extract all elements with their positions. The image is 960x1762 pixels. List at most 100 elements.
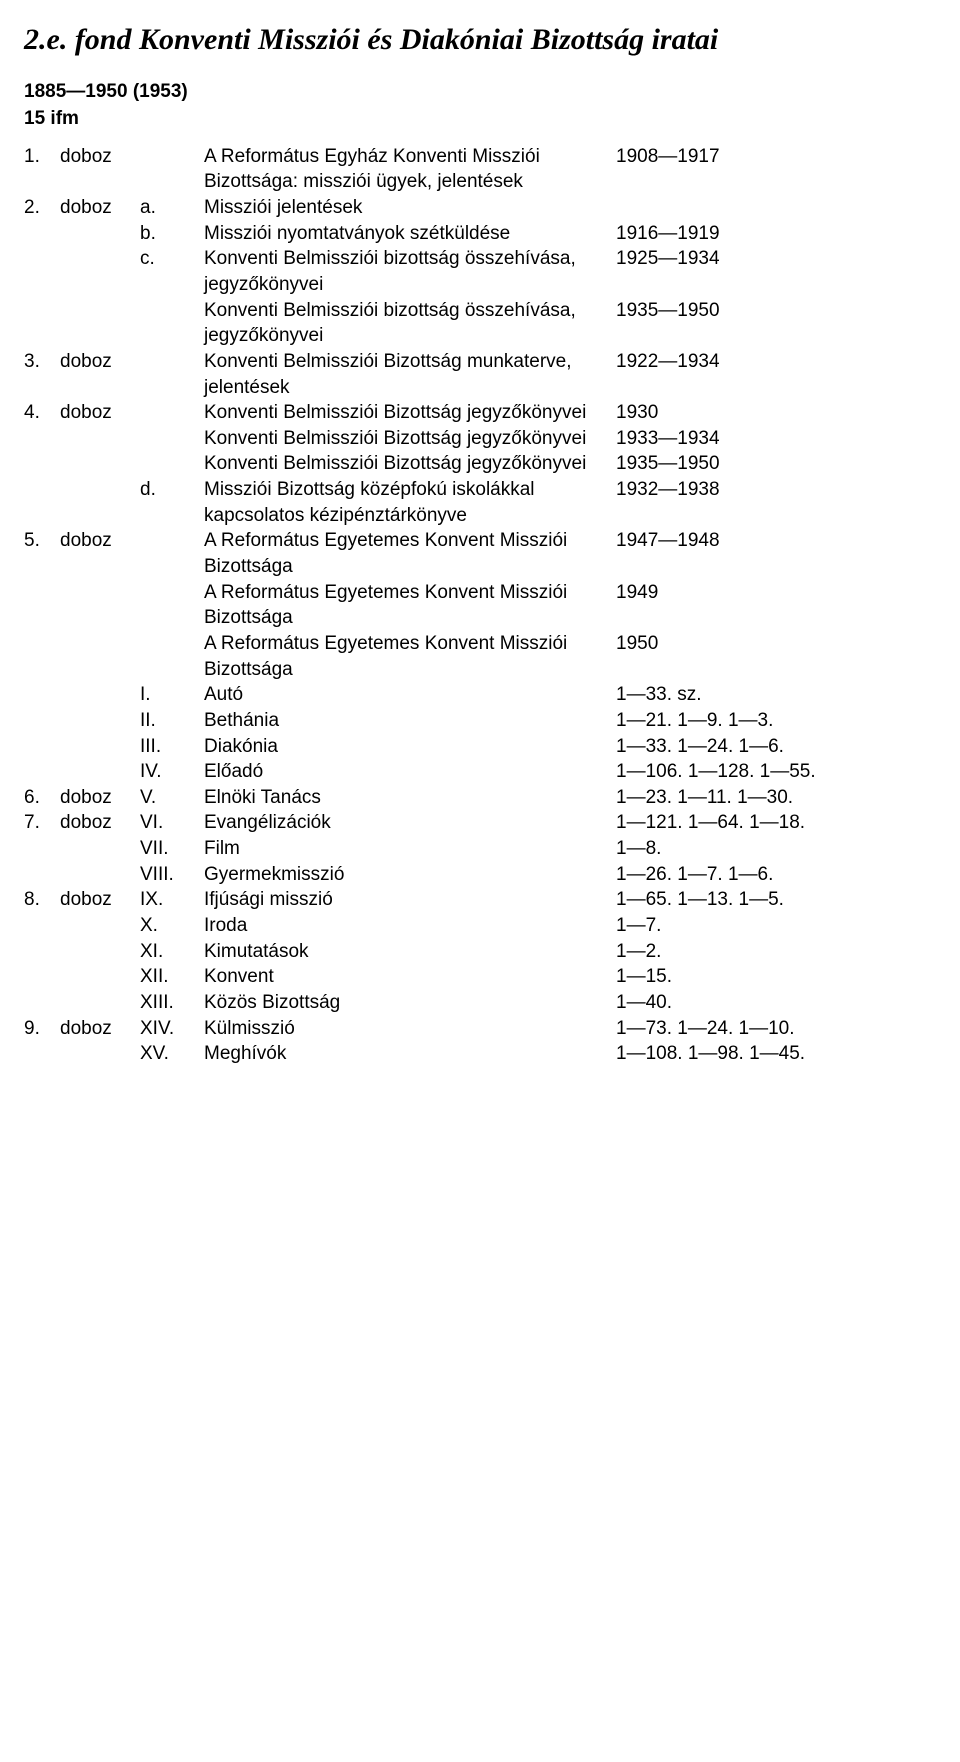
row-value: 1922—1934 bbox=[616, 349, 936, 375]
list-row: 5.dobozA Református Egyetemes Konvent Mi… bbox=[24, 528, 936, 579]
list-row: I.Autó1—33. sz. bbox=[24, 682, 936, 708]
row-description: Evangélizációk bbox=[204, 810, 616, 836]
row-sub: XIV. bbox=[140, 1016, 204, 1042]
row-value: 1—40. bbox=[616, 990, 936, 1016]
row-description: A Református Egyház Konventi Missziói Bi… bbox=[204, 144, 616, 195]
row-value: 1908—1917 bbox=[616, 144, 936, 170]
row-description: Külmisszió bbox=[204, 1016, 616, 1042]
row-value: 1932—1938 bbox=[616, 477, 936, 503]
row-sub: VII. bbox=[140, 836, 204, 862]
row-number: 3. bbox=[24, 349, 60, 375]
row-sub: XV. bbox=[140, 1041, 204, 1067]
row-value: 1—23. 1—11. 1—30. bbox=[616, 785, 936, 811]
list-row: 6.dobozV.Elnöki Tanács1—23. 1—11. 1—30. bbox=[24, 785, 936, 811]
row-unit: doboz bbox=[60, 785, 140, 811]
row-description: A Református Egyetemes Konvent Missziói … bbox=[204, 580, 616, 631]
row-description: Bethánia bbox=[204, 708, 616, 734]
row-sub: XII. bbox=[140, 964, 204, 990]
row-description: A Református Egyetemes Konvent Missziói … bbox=[204, 631, 616, 682]
row-sub: a. bbox=[140, 195, 204, 221]
row-value: 1—15. bbox=[616, 964, 936, 990]
row-number: 6. bbox=[24, 785, 60, 811]
row-number: 8. bbox=[24, 887, 60, 913]
row-description: Autó bbox=[204, 682, 616, 708]
row-sub: X. bbox=[140, 913, 204, 939]
list-row: A Református Egyetemes Konvent Missziói … bbox=[24, 631, 936, 682]
row-unit: doboz bbox=[60, 144, 140, 170]
row-description: Konventi Belmissziói Bizottság munkaterv… bbox=[204, 349, 616, 400]
row-description: Konventi Belmissziói Bizottság jegyzőkön… bbox=[204, 400, 616, 426]
page-title: 2.e. fond Konventi Missziói és Diakóniai… bbox=[24, 20, 936, 61]
row-value: 1—33. 1—24. 1—6. bbox=[616, 734, 936, 760]
list-row: d.Missziói Bizottság középfokú iskolákka… bbox=[24, 477, 936, 528]
row-unit: doboz bbox=[60, 887, 140, 913]
list-row: c.Konventi Belmissziói bizottság összehí… bbox=[24, 246, 936, 297]
list-row: 1.doboz A Református Egyház Konventi Miss… bbox=[24, 144, 936, 195]
row-value: 1916—1919 bbox=[616, 221, 936, 247]
list-row: Konventi Belmissziói Bizottság jegyzőkön… bbox=[24, 451, 936, 477]
row-description: Missziói nyomtatványok szétküldése bbox=[204, 221, 616, 247]
row-description: Konventi Belmissziói bizottság összehívá… bbox=[204, 246, 616, 297]
list-row: II.Bethánia1—21. 1—9. 1—3. bbox=[24, 708, 936, 734]
row-sub: III. bbox=[140, 734, 204, 760]
row-sub: c. bbox=[140, 246, 204, 272]
list-row: 3.dobozKonventi Belmissziói Bizottság mu… bbox=[24, 349, 936, 400]
row-value: 1—73. 1—24. 1—10. bbox=[616, 1016, 936, 1042]
row-sub: d. bbox=[140, 477, 204, 503]
list-row: 8.dobozIX.Ifjúsági misszió1—65. 1—13. 1—… bbox=[24, 887, 936, 913]
list-row: 2.doboza.Missziói jelentések bbox=[24, 195, 936, 221]
row-description: Film bbox=[204, 836, 616, 862]
row-sub: XIII. bbox=[140, 990, 204, 1016]
row-description: Közös Bizottság bbox=[204, 990, 616, 1016]
row-description: Konventi Belmissziói bizottság összehívá… bbox=[204, 298, 616, 349]
row-description: Meghívók bbox=[204, 1041, 616, 1067]
row-description: Kimutatások bbox=[204, 939, 616, 965]
row-value: 1949 bbox=[616, 580, 936, 606]
row-value: 1—26. 1—7. 1—6. bbox=[616, 862, 936, 888]
row-number: 7. bbox=[24, 810, 60, 836]
row-value: 1935—1950 bbox=[616, 451, 936, 477]
row-value: 1930 bbox=[616, 400, 936, 426]
row-description: Elnöki Tanács bbox=[204, 785, 616, 811]
row-unit: doboz bbox=[60, 195, 140, 221]
list-row: Konventi Belmissziói Bizottság jegyzőkön… bbox=[24, 426, 936, 452]
row-number: 2. bbox=[24, 195, 60, 221]
row-sub: IV. bbox=[140, 759, 204, 785]
row-description: Diakónia bbox=[204, 734, 616, 760]
list-row: Konventi Belmissziói bizottság összehívá… bbox=[24, 298, 936, 349]
row-sub: V. bbox=[140, 785, 204, 811]
row-sub: VIII. bbox=[140, 862, 204, 888]
extent: 15 ifm bbox=[24, 106, 936, 132]
list-row: VII.Film1—8. bbox=[24, 836, 936, 862]
row-value: 1—65. 1—13. 1—5. bbox=[616, 887, 936, 913]
row-value: 1935—1950 bbox=[616, 298, 936, 324]
row-number: 1. bbox=[24, 144, 60, 170]
row-unit: doboz bbox=[60, 528, 140, 554]
row-value: 1—33. sz. bbox=[616, 682, 936, 708]
list-row: XI.Kimutatások1—2. bbox=[24, 939, 936, 965]
row-number: 9. bbox=[24, 1016, 60, 1042]
list-row: XV.Meghívók1—108. 1—98. 1—45. bbox=[24, 1041, 936, 1067]
row-value: 1—21. 1—9. 1—3. bbox=[616, 708, 936, 734]
row-description: Konvent bbox=[204, 964, 616, 990]
date-range: 1885—1950 (1953) bbox=[24, 79, 936, 105]
list-row: IV.Előadó1—106. 1—128. 1—55. bbox=[24, 759, 936, 785]
row-unit: doboz bbox=[60, 810, 140, 836]
row-description: Előadó bbox=[204, 759, 616, 785]
row-description: Missziói jelentések bbox=[204, 195, 616, 221]
row-sub: XI. bbox=[140, 939, 204, 965]
row-sub: II. bbox=[140, 708, 204, 734]
row-description: Missziói Bizottság középfokú iskolákkal … bbox=[204, 477, 616, 528]
list-row: 7.dobozVI.Evangélizációk1—121. 1—64. 1—1… bbox=[24, 810, 936, 836]
row-value: 1—108. 1—98. 1—45. bbox=[616, 1041, 936, 1067]
row-value: 1—106. 1—128. 1—55. bbox=[616, 759, 936, 785]
row-description: Konventi Belmissziói Bizottság jegyzőkön… bbox=[204, 451, 616, 477]
row-sub: IX. bbox=[140, 887, 204, 913]
row-sub: I. bbox=[140, 682, 204, 708]
archive-listing: 1.dobozA Református Egyház Konventi Miss… bbox=[24, 144, 936, 1067]
row-value: 1—8. bbox=[616, 836, 936, 862]
row-sub: VI. bbox=[140, 810, 204, 836]
row-value: 1950 bbox=[616, 631, 936, 657]
list-row: VIII.Gyermekmisszió1—26. 1—7. 1—6. bbox=[24, 862, 936, 888]
list-row: b.Missziói nyomtatványok szétküldése1916… bbox=[24, 221, 936, 247]
